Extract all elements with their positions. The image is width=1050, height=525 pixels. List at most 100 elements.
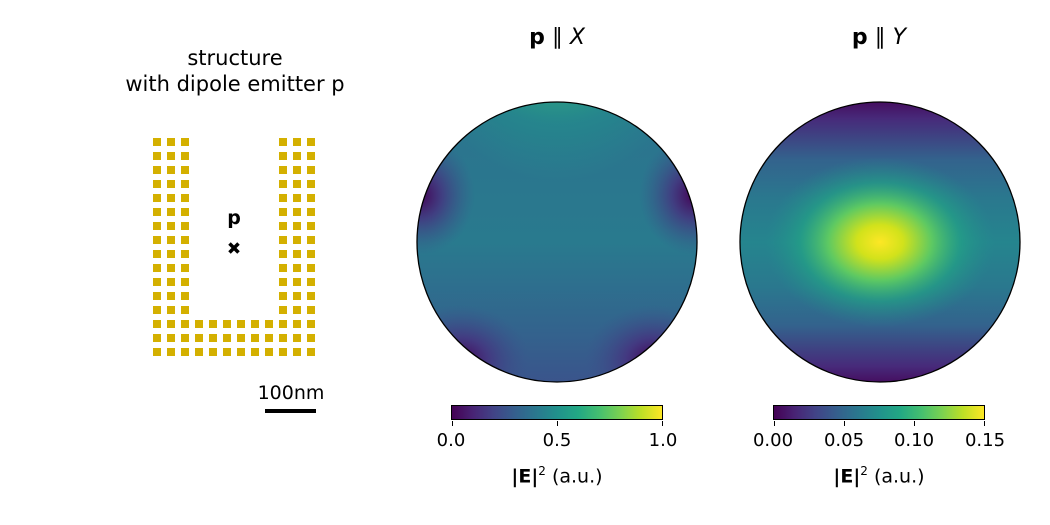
- structure-dot: [167, 348, 175, 356]
- structure-dot: [167, 250, 175, 258]
- structure-diagram: p 100nm: [153, 138, 324, 413]
- structure-dot: [279, 222, 287, 230]
- structure-dot: [167, 278, 175, 286]
- structure-dot: [307, 222, 315, 230]
- structure-dot: [293, 348, 301, 356]
- structure-dot: [181, 236, 189, 244]
- structure-dot: [293, 138, 301, 146]
- structure-dot: [181, 264, 189, 272]
- structure-dot: [279, 320, 287, 328]
- structure-dot: [181, 222, 189, 230]
- structure-dot: [223, 334, 231, 342]
- structure-dot: [223, 348, 231, 356]
- colorbar-y-ticks: 0.00 0.05 0.10 0.15: [753, 430, 1005, 454]
- panel-y-title-p: p: [851, 25, 868, 50]
- structure-dot: [307, 292, 315, 300]
- structure-dot: [307, 348, 315, 356]
- farfield-boundary-x: [416, 101, 698, 383]
- farfield-map-y: [739, 101, 1021, 383]
- structure-dot: [293, 152, 301, 160]
- structure-dot: [265, 348, 273, 356]
- structure-dot: [279, 166, 287, 174]
- structure-dot: [237, 320, 245, 328]
- structure-dot: [153, 166, 161, 174]
- structure-dot: [279, 250, 287, 258]
- panel-x-title-parallel: ∥: [544, 25, 570, 50]
- colorbar-y-tick-3: 0.15: [964, 430, 1006, 451]
- structure-dot: [279, 348, 287, 356]
- colorbar-x-tick-1: 0.5: [542, 430, 572, 451]
- structure-dot: [279, 208, 287, 216]
- farfield-map-x: [416, 101, 698, 383]
- structure-title-line2: with dipole emitter p: [125, 72, 345, 96]
- structure-dot: [195, 348, 203, 356]
- structure-dot: [167, 194, 175, 202]
- structure-dot: [307, 334, 315, 342]
- structure-dot: [153, 208, 161, 216]
- dipole-emitter-marker: [228, 242, 240, 254]
- structure-dot: [181, 306, 189, 314]
- structure-dot: [153, 194, 161, 202]
- structure-dot: [279, 138, 287, 146]
- structure-dot: [293, 250, 301, 258]
- structure-dot: [293, 292, 301, 300]
- structure-dot: [209, 334, 217, 342]
- structure-dot: [279, 278, 287, 286]
- structure-dot: [265, 334, 273, 342]
- structure-dot: [307, 320, 315, 328]
- colorbar-x: [451, 405, 663, 426]
- structure-dot: [167, 222, 175, 230]
- structure-dot: [195, 320, 203, 328]
- structure-dot: [293, 278, 301, 286]
- structure-dot: [307, 166, 315, 174]
- structure-dot: [181, 320, 189, 328]
- panel-y-title: p ∥ Y: [779, 25, 979, 50]
- panel-x-title: p ∥ X: [457, 25, 657, 50]
- structure-dot: [181, 208, 189, 216]
- colorbar-x-label-main: |E|: [511, 465, 539, 488]
- structure-dot: [167, 292, 175, 300]
- panel-x-title-axis: X: [569, 25, 585, 50]
- structure-dot: [293, 180, 301, 188]
- panel-y-title-axis: Y: [892, 25, 907, 50]
- structure-dot: [181, 250, 189, 258]
- structure-dot: [293, 222, 301, 230]
- structure-dot: [293, 306, 301, 314]
- colorbar-y-label-unit: (a.u.): [867, 465, 925, 488]
- structure-dot: [279, 236, 287, 244]
- structure-dot: [181, 194, 189, 202]
- structure-dot: [307, 236, 315, 244]
- structure-dot: [307, 278, 315, 286]
- u-shaped-nanostructure: [153, 138, 315, 356]
- structure-dot: [293, 236, 301, 244]
- colorbar-x-ticks: 0.0 0.5 1.0: [437, 430, 678, 454]
- colorbar-x-label-sup: 2: [538, 464, 546, 478]
- structure-dot: [181, 138, 189, 146]
- structure-dot: [209, 320, 217, 328]
- structure-dot: [209, 348, 217, 356]
- structure-dot: [153, 138, 161, 146]
- structure-dot: [293, 320, 301, 328]
- structure-dot: [307, 208, 315, 216]
- colorbar-x-label: |E|2 (a.u.): [457, 464, 657, 487]
- structure-dot: [307, 152, 315, 160]
- structure-dot: [167, 236, 175, 244]
- structure-dot: [153, 236, 161, 244]
- colorbar-x-tick-2: 1.0: [648, 430, 678, 451]
- structure-dot: [279, 292, 287, 300]
- structure-dot: [307, 180, 315, 188]
- structure-dot: [181, 152, 189, 160]
- structure-dot: [251, 320, 259, 328]
- structure-dot: [167, 152, 175, 160]
- structure-dot: [307, 306, 315, 314]
- structure-dot: [167, 180, 175, 188]
- panel-x-title-p: p: [529, 25, 545, 50]
- structure-dot: [181, 180, 189, 188]
- structure-dot: [153, 264, 161, 272]
- scale-bar: [265, 409, 316, 413]
- structure-dot: [279, 264, 287, 272]
- structure-dot: [307, 194, 315, 202]
- structure-dot: [195, 334, 203, 342]
- structure-dot: [167, 264, 175, 272]
- structure-dot: [181, 334, 189, 342]
